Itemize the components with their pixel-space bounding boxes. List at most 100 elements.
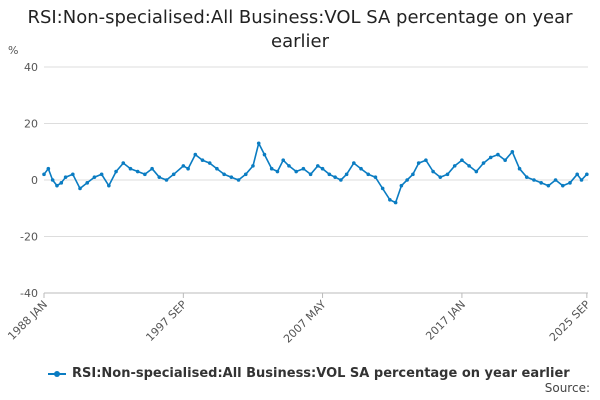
data-point[interactable] [424, 158, 428, 163]
data-point[interactable] [78, 186, 82, 191]
y-tick-label: -40 [20, 287, 38, 300]
data-point[interactable] [467, 164, 471, 168]
data-point[interactable] [215, 166, 219, 171]
data-point[interactable] [524, 175, 529, 179]
data-point[interactable] [510, 149, 515, 154]
data-point[interactable] [327, 172, 332, 177]
y-tick-label: 20 [24, 118, 38, 131]
data-point[interactable] [431, 169, 435, 174]
data-point[interactable] [474, 169, 479, 174]
data-point[interactable] [256, 141, 261, 146]
data-point[interactable] [200, 158, 205, 163]
data-point[interactable] [388, 197, 392, 202]
legend-swatch [48, 368, 66, 380]
source-label: Source: [544, 381, 590, 395]
data-point[interactable] [546, 183, 551, 188]
data-point[interactable] [532, 178, 536, 182]
data-point[interactable] [380, 186, 385, 191]
data-point[interactable] [553, 178, 558, 182]
data-point[interactable] [150, 166, 154, 171]
data-point[interactable] [460, 158, 464, 163]
data-point[interactable] [269, 166, 274, 171]
data-point[interactable] [517, 166, 522, 171]
data-point[interactable] [99, 172, 104, 177]
data-point[interactable] [229, 175, 234, 179]
data-point[interactable] [85, 181, 90, 185]
data-point[interactable] [405, 178, 409, 182]
data-point[interactable] [568, 181, 572, 185]
data-point[interactable] [496, 152, 500, 157]
data-point[interactable] [316, 164, 320, 168]
data-point[interactable] [42, 172, 46, 177]
data-point[interactable] [71, 172, 75, 177]
data-point[interactable] [55, 183, 59, 188]
data-point[interactable] [251, 164, 255, 168]
data-point[interactable] [294, 169, 298, 174]
data-point[interactable] [320, 166, 325, 171]
data-point[interactable] [366, 172, 371, 177]
series-line [43, 142, 588, 204]
data-point[interactable] [301, 166, 306, 171]
data-point[interactable] [359, 166, 363, 171]
data-point[interactable] [59, 181, 64, 185]
data-point[interactable] [143, 172, 147, 177]
data-point[interactable] [222, 172, 226, 177]
data-point[interactable] [107, 183, 111, 188]
data-point[interactable] [579, 178, 584, 182]
data-point[interactable] [193, 152, 198, 157]
data-point[interactable] [575, 172, 579, 177]
series-area [42, 141, 589, 205]
data-point[interactable] [560, 183, 565, 188]
data-point[interactable] [128, 166, 133, 171]
data-point[interactable] [411, 172, 415, 177]
x-tick-label: 1988 JAN [5, 298, 50, 343]
data-point[interactable] [399, 183, 404, 188]
data-point[interactable] [452, 164, 457, 168]
data-point[interactable] [181, 164, 186, 168]
data-point[interactable] [207, 161, 212, 165]
y-tick-label: 0 [31, 174, 38, 187]
data-point[interactable] [393, 200, 398, 205]
data-point[interactable] [92, 175, 97, 179]
data-point[interactable] [344, 172, 349, 177]
data-point[interactable] [164, 178, 169, 182]
y-tick-label: -20 [20, 231, 38, 244]
data-point[interactable] [416, 161, 421, 165]
data-point[interactable] [236, 178, 241, 182]
data-point[interactable] [281, 158, 286, 163]
legend-label: RSI:Non-specialised:All Business:VOL SA … [72, 366, 570, 381]
data-point[interactable] [46, 166, 51, 171]
data-point[interactable] [135, 169, 140, 174]
data-point[interactable] [157, 175, 162, 179]
data-point[interactable] [333, 175, 337, 179]
data-point[interactable] [63, 175, 68, 179]
data-point[interactable] [171, 172, 176, 177]
data-point[interactable] [352, 161, 356, 165]
data-point[interactable] [114, 169, 118, 174]
x-axis: 1988 JAN 1997 SEP 2007 MAY 2017 JAN 2025 SEP [5, 292, 593, 346]
data-point[interactable] [339, 178, 343, 182]
x-tick-label: 2017 JAN [423, 298, 468, 343]
x-tick-label: 1997 SEP [143, 298, 189, 344]
legend[interactable]: RSI:Non-specialised:All Business:VOL SA … [48, 366, 570, 381]
data-point[interactable] [186, 166, 190, 171]
data-point[interactable] [50, 178, 55, 182]
data-point[interactable] [585, 172, 589, 177]
data-point[interactable] [275, 169, 280, 174]
data-point[interactable] [539, 181, 543, 185]
x-tick-label: 2025 SEP [547, 298, 593, 344]
grid [44, 66, 588, 294]
data-point[interactable] [503, 158, 507, 163]
data-point[interactable] [262, 152, 267, 157]
data-point[interactable] [481, 161, 486, 165]
data-point[interactable] [243, 172, 248, 177]
data-point[interactable] [373, 175, 378, 179]
data-point[interactable] [445, 172, 450, 177]
data-point[interactable] [488, 155, 493, 160]
data-point[interactable] [287, 164, 291, 168]
data-point[interactable] [121, 161, 126, 165]
data-point[interactable] [308, 172, 313, 177]
data-point[interactable] [438, 175, 443, 179]
y-axis-label: % [8, 44, 18, 57]
